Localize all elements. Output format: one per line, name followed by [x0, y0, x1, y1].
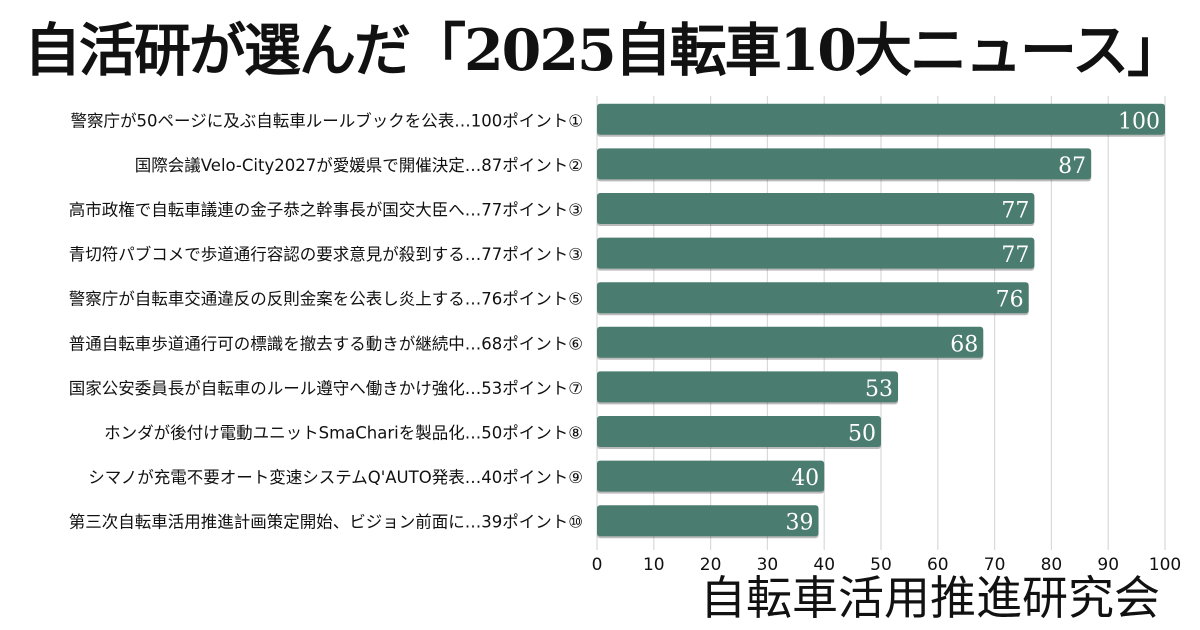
category-label: 第三次自転車活用推進計画策定開始、ビジョン前面に…39ポイント⑩ [69, 513, 583, 532]
category-labels: 警察庁が50ページに及ぶ自転車ルールブックを公表…100ポイント① 国際会議Vel… [69, 110, 583, 531]
category-label: 国家公安委員長が自転車のルール遵守へ働きかけ強化…53ポイント⑦ [69, 379, 583, 398]
bar [597, 416, 881, 447]
page-title: 自活研が選んだ「2025自転車10大ニュース」 [24, 17, 1184, 84]
category-label: 普通自転車歩道通行可の標識を撤去する動きが継続中…68ポイント⑥ [69, 334, 583, 353]
x-tick-label: 0 [592, 555, 603, 575]
publisher-name: 自転車活用推進研究会 [700, 571, 1160, 625]
category-label: 高市政権で自転車議連の金子恭之幹事長が国交大臣へ…77ポイント③ [69, 200, 583, 220]
bar [597, 460, 825, 492]
x-tick-label: 80 [1041, 555, 1063, 575]
bar [597, 193, 1035, 224]
category-label: ホンダが後付け電動ユニットSmaChariを製品化…50ポイント⑧ [104, 424, 583, 443]
x-tick-label: 70 [984, 555, 1006, 575]
x-tick-label: 50 [870, 555, 892, 575]
bar [597, 148, 1092, 180]
category-label: シマノが充電不要オート変速システムQ'AUTO発表…40ポイント⑨ [88, 468, 583, 487]
bar-value-label: 53 [865, 377, 893, 402]
x-axis-ticks: 0 10 20 30 40 50 60 70 80 90 100 [592, 555, 1182, 575]
x-tick-label: 60 [927, 555, 949, 575]
x-tick-label: 30 [757, 555, 779, 575]
bar [597, 103, 1165, 135]
x-tick-label: 10 [643, 555, 665, 575]
bar [597, 282, 1029, 314]
bar-value-label: 40 [791, 466, 819, 491]
bar-value-label: 76 [996, 288, 1024, 313]
bars: 100 87 77 77 76 68 53 50 40 39 [597, 103, 1165, 539]
x-tick-label: 20 [700, 555, 722, 575]
bar-value-label: 68 [950, 332, 978, 357]
bar-value-label: 87 [1058, 154, 1086, 179]
bar-value-label: 39 [786, 511, 814, 536]
x-tick-label: 90 [1097, 555, 1119, 575]
bar-value-label: 100 [1118, 109, 1160, 134]
x-tick-label: 100 [1149, 555, 1181, 575]
category-label: 国際会議Velo-City2027が愛媛県で開催決定…87ポイント② [135, 156, 583, 175]
bar-value-label: 77 [1001, 243, 1029, 268]
bar [597, 505, 819, 537]
bar [597, 371, 899, 403]
bar-value-label: 50 [848, 422, 876, 447]
bar [597, 237, 1035, 269]
category-label: 警察庁が自転車交通違反の反則金案を公表し炎上する…76ポイント⑤ [69, 290, 583, 309]
category-label: 青切符パブコメで歩道通行容認の要求意見が殺到する…77ポイント③ [69, 244, 583, 264]
category-label: 警察庁が50ページに及ぶ自転車ルールブックを公表…100ポイント① [71, 110, 583, 130]
bar [597, 326, 984, 358]
x-tick-label: 40 [813, 555, 835, 575]
bar-value-label: 77 [1001, 199, 1029, 224]
